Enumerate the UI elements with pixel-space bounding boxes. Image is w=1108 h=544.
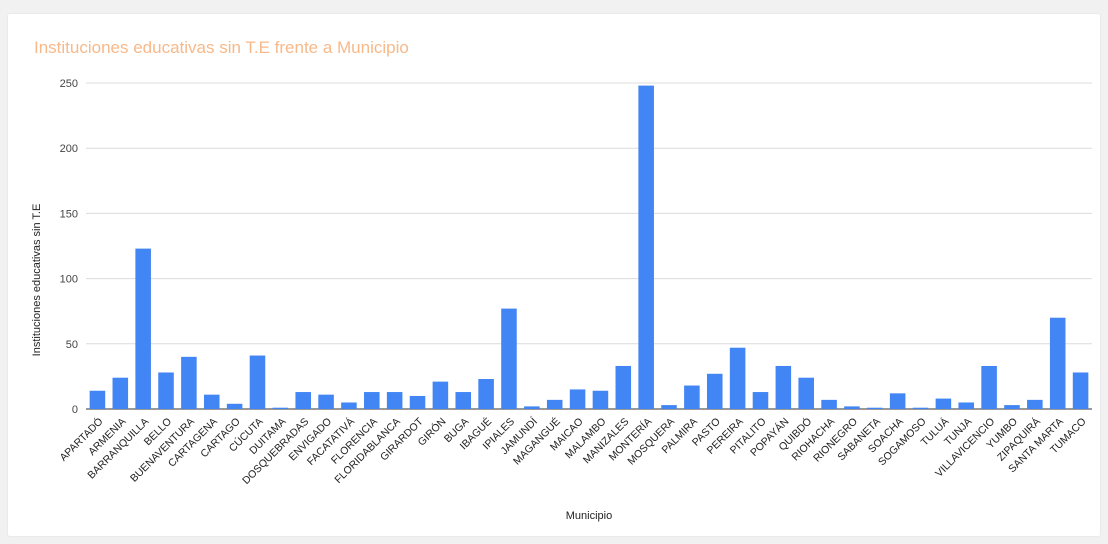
bar xyxy=(592,390,609,409)
bar xyxy=(249,355,266,409)
bar xyxy=(775,365,792,409)
bar xyxy=(867,407,883,409)
bar xyxy=(112,377,129,409)
bar xyxy=(478,379,494,409)
y-tick-label: 0 xyxy=(72,404,78,416)
y-axis-label: Instituciones educativas sin T.E xyxy=(31,204,43,357)
x-tick-labels: APARTADÓARMENIABARRANQUILLABELLOBUENAVEN… xyxy=(57,415,1089,487)
bar xyxy=(295,392,311,409)
bar xyxy=(409,395,426,409)
bar xyxy=(546,399,563,409)
bar xyxy=(615,365,632,409)
bar xyxy=(455,392,472,409)
y-tick-label: 200 xyxy=(60,143,78,155)
bar xyxy=(501,308,517,409)
bar xyxy=(135,248,151,409)
bar xyxy=(386,392,403,409)
bar xyxy=(729,347,746,409)
bar xyxy=(272,407,289,409)
bar xyxy=(912,407,929,409)
bar xyxy=(432,381,449,409)
bar xyxy=(821,399,837,409)
y-tick-labels: 0 50 100 150 200 250 xyxy=(60,78,78,416)
y-tick-label: 150 xyxy=(60,208,78,220)
bar xyxy=(364,392,380,409)
bar xyxy=(844,406,860,409)
gridlines xyxy=(86,82,1092,410)
y-tick-label: 250 xyxy=(60,78,78,90)
bar xyxy=(1049,317,1066,409)
bar xyxy=(341,402,357,409)
bar xyxy=(752,392,769,409)
bar xyxy=(935,398,952,409)
bar xyxy=(89,390,106,409)
bar xyxy=(226,403,243,409)
y-tick-label: 50 xyxy=(66,339,78,351)
bar xyxy=(684,385,700,409)
bar xyxy=(706,373,723,409)
bar xyxy=(203,394,220,409)
bar xyxy=(1072,372,1089,409)
chart-card xyxy=(8,14,1100,536)
bar xyxy=(524,406,540,409)
bar xyxy=(158,372,174,409)
bars xyxy=(89,85,1089,409)
bar xyxy=(569,389,586,409)
bar xyxy=(318,394,334,409)
bar xyxy=(181,356,197,409)
bar xyxy=(798,377,814,409)
bar xyxy=(981,365,997,409)
chart-title: Instituciones educativas sin T.E frente … xyxy=(34,38,409,57)
bar xyxy=(1004,405,1020,409)
bar xyxy=(889,393,906,409)
bar xyxy=(661,405,677,409)
bar xyxy=(1027,399,1043,409)
bar xyxy=(638,85,654,409)
y-tick-label: 100 xyxy=(60,274,78,286)
x-axis-label: Municipio xyxy=(566,510,612,522)
bar xyxy=(958,402,975,409)
